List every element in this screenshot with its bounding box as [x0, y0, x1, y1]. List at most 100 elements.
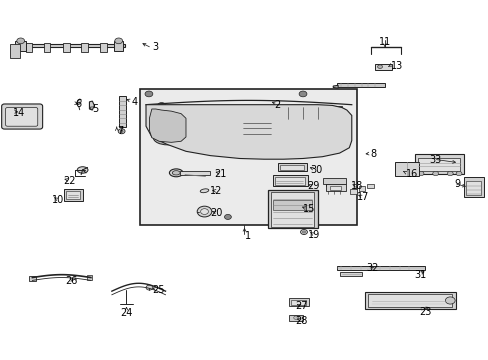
Text: 11: 11 — [378, 37, 390, 47]
FancyBboxPatch shape — [5, 108, 38, 126]
Text: 27: 27 — [295, 301, 307, 311]
Text: 18: 18 — [350, 181, 362, 192]
Text: 23: 23 — [418, 307, 430, 317]
Bar — [465, 181, 481, 195]
Bar — [326, 184, 345, 192]
Circle shape — [445, 297, 454, 304]
Circle shape — [377, 65, 382, 68]
Bar — [29, 276, 36, 281]
Text: 10: 10 — [52, 195, 64, 205]
Text: 14: 14 — [13, 108, 25, 118]
Bar — [81, 42, 88, 51]
Circle shape — [146, 285, 153, 290]
Circle shape — [417, 171, 423, 176]
Circle shape — [145, 91, 153, 97]
Bar — [239, 106, 278, 110]
Bar — [358, 186, 365, 191]
Circle shape — [115, 38, 122, 44]
Text: 12: 12 — [210, 186, 223, 197]
Circle shape — [118, 129, 125, 134]
Circle shape — [432, 171, 438, 176]
Bar — [394, 162, 418, 176]
Text: 15: 15 — [303, 204, 315, 215]
Text: 22: 22 — [63, 176, 76, 186]
Polygon shape — [149, 109, 185, 142]
Bar — [463, 177, 484, 197]
Bar — [283, 106, 341, 120]
Bar — [374, 64, 391, 69]
Text: 28: 28 — [295, 316, 307, 325]
Bar — [270, 192, 313, 226]
Text: 29: 29 — [306, 181, 319, 192]
Bar — [322, 178, 345, 184]
Text: 4: 4 — [131, 97, 137, 107]
Bar — [66, 192, 80, 199]
Circle shape — [300, 229, 307, 234]
Text: 25: 25 — [152, 285, 164, 296]
Ellipse shape — [77, 167, 88, 173]
Bar — [119, 96, 126, 127]
Circle shape — [17, 38, 24, 44]
Bar — [25, 42, 32, 51]
Text: 20: 20 — [210, 208, 223, 218]
Polygon shape — [332, 85, 337, 88]
Polygon shape — [76, 99, 81, 105]
Text: 33: 33 — [428, 155, 440, 165]
Bar — [414, 154, 463, 174]
Bar — [114, 41, 123, 51]
Circle shape — [120, 130, 123, 132]
Text: 7: 7 — [117, 126, 123, 135]
Bar — [336, 266, 424, 270]
Bar — [272, 175, 307, 186]
Bar — [63, 42, 70, 51]
Bar — [349, 189, 356, 194]
Bar — [365, 292, 455, 309]
Bar — [10, 44, 20, 58]
Polygon shape — [89, 101, 94, 110]
Text: 17: 17 — [356, 192, 368, 202]
Circle shape — [447, 171, 452, 176]
Bar — [279, 165, 304, 170]
Bar — [15, 44, 125, 47]
Bar — [272, 201, 311, 211]
Bar — [291, 300, 305, 305]
Bar — [339, 272, 361, 276]
Bar — [43, 42, 50, 51]
Circle shape — [293, 316, 298, 319]
Circle shape — [200, 209, 208, 215]
Ellipse shape — [172, 171, 180, 175]
Polygon shape — [146, 105, 351, 159]
Text: 30: 30 — [309, 165, 322, 175]
Bar — [336, 83, 384, 87]
Ellipse shape — [153, 131, 181, 145]
Bar — [367, 294, 451, 307]
Text: 8: 8 — [369, 149, 376, 159]
Text: 26: 26 — [65, 276, 77, 286]
Bar — [366, 184, 373, 188]
Circle shape — [158, 103, 165, 108]
Ellipse shape — [160, 134, 174, 141]
Text: 32: 32 — [366, 263, 378, 273]
Bar — [274, 177, 305, 185]
Text: 16: 16 — [406, 168, 418, 179]
Text: 3: 3 — [152, 42, 158, 52]
Bar — [289, 315, 303, 320]
Bar — [289, 298, 308, 306]
Bar — [15, 41, 26, 51]
FancyBboxPatch shape — [1, 104, 42, 129]
Bar — [267, 190, 317, 228]
Circle shape — [299, 91, 306, 97]
Text: 21: 21 — [214, 168, 226, 179]
Bar — [417, 158, 459, 171]
Bar — [100, 42, 106, 51]
Bar — [64, 189, 82, 201]
Text: 9: 9 — [453, 179, 459, 189]
Circle shape — [197, 206, 211, 217]
Text: 19: 19 — [307, 230, 320, 239]
Bar — [330, 186, 340, 190]
Circle shape — [224, 215, 231, 220]
Bar — [87, 275, 92, 280]
Text: 1: 1 — [244, 231, 250, 240]
Bar — [239, 114, 273, 137]
Circle shape — [455, 171, 461, 176]
